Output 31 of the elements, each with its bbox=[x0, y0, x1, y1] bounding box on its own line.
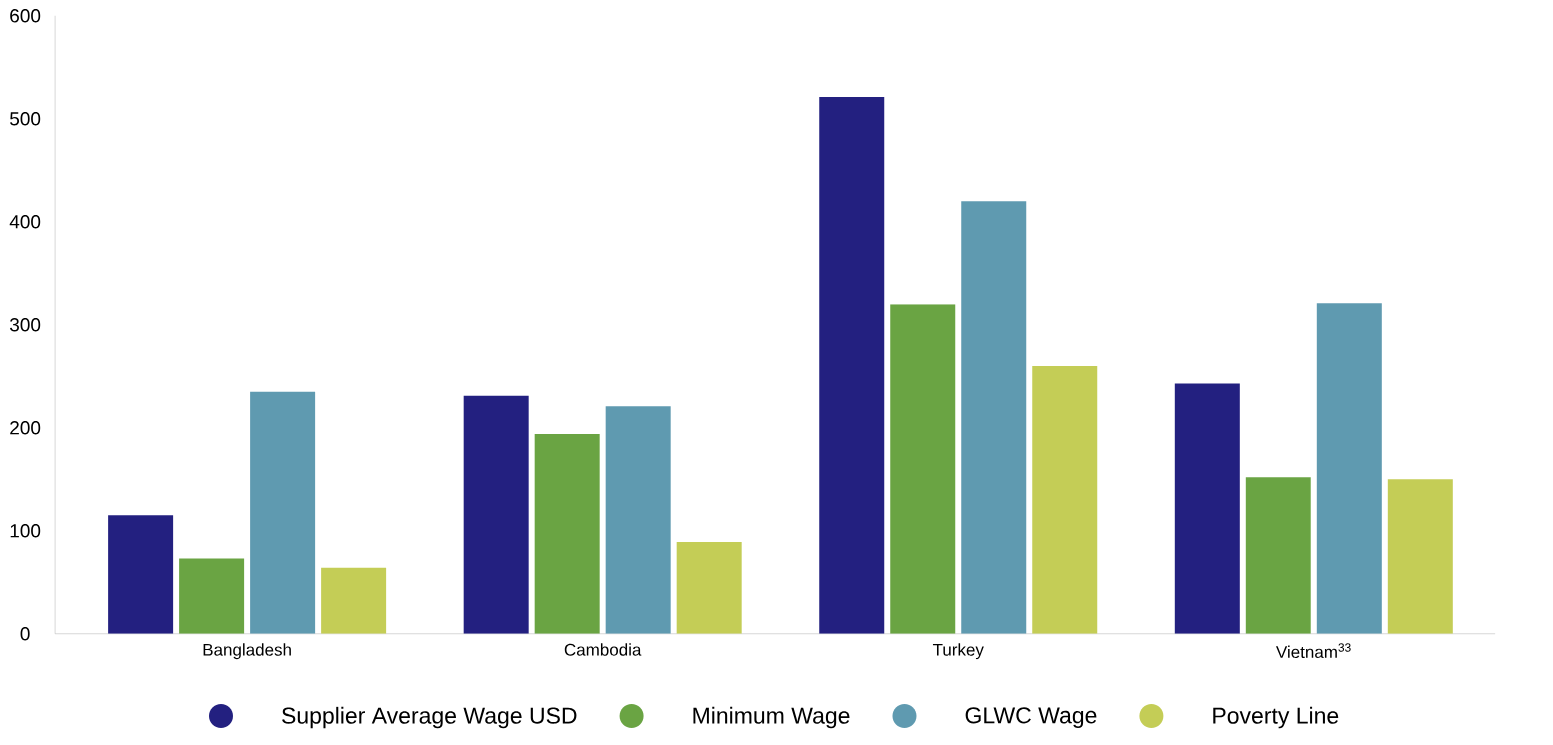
bar bbox=[179, 558, 245, 634]
bar bbox=[321, 567, 387, 634]
y-tick-label: 200 bbox=[10, 421, 41, 435]
y-tick-label: 500 bbox=[10, 112, 41, 126]
bar bbox=[1316, 303, 1382, 634]
legend-label: Minimum Wage bbox=[693, 706, 850, 729]
bar bbox=[1245, 477, 1311, 634]
bar bbox=[819, 97, 885, 634]
x-tick-label: Vietnam$^{33}$ bbox=[1275, 643, 1351, 659]
bar bbox=[1032, 365, 1098, 634]
y-tick-label: 400 bbox=[9, 215, 41, 229]
x-tick-label: Cambodia bbox=[564, 643, 642, 656]
bar bbox=[1174, 383, 1240, 634]
x-tick-label: Bangladesh bbox=[203, 643, 291, 660]
bar bbox=[463, 395, 529, 634]
legend-label: GLWC Wage bbox=[965, 707, 1097, 728]
bar bbox=[1387, 479, 1453, 634]
bar bbox=[890, 304, 956, 634]
x-tick-label: Turkey bbox=[932, 643, 984, 660]
bar bbox=[534, 433, 600, 634]
y-tick-label: 300 bbox=[9, 318, 41, 332]
bar bbox=[605, 406, 671, 634]
y-tick-label: 100 bbox=[10, 524, 41, 538]
legend-label: Supplier Average Wage USD bbox=[282, 706, 577, 729]
legend-label: Poverty Line bbox=[1213, 706, 1339, 729]
y-tick-label: 600 bbox=[10, 9, 41, 23]
bar bbox=[250, 391, 316, 634]
bar bbox=[676, 542, 742, 634]
bar bbox=[108, 515, 174, 634]
bar bbox=[961, 201, 1027, 634]
y-tick-label: 0 bbox=[20, 627, 30, 641]
